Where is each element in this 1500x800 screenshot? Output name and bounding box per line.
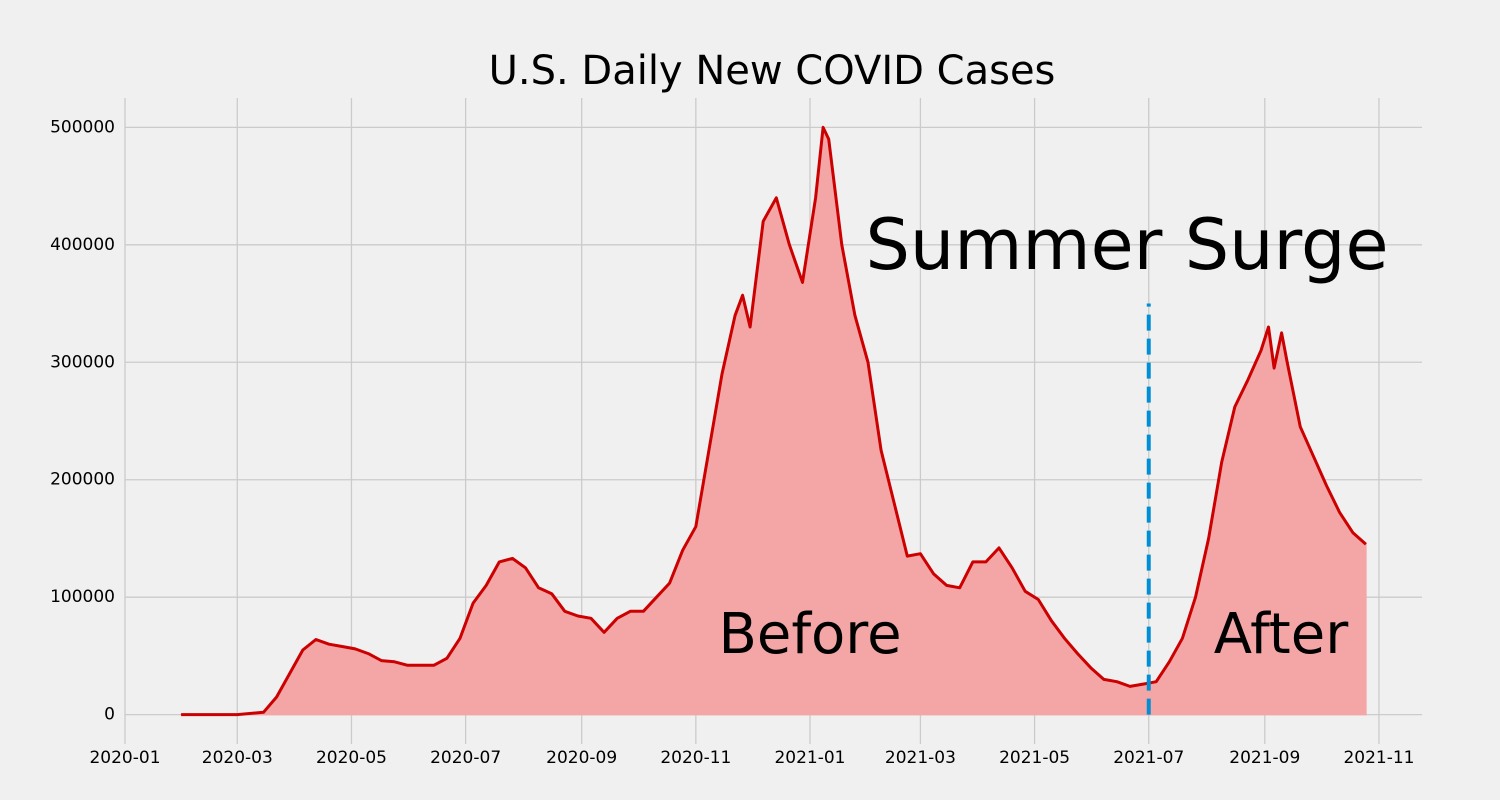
chart-title: U.S. Daily New COVID Cases [489,48,1056,94]
y-tick-label: 100000 [50,587,115,607]
x-tick-label: 2020-03 [202,748,273,768]
y-tick-label: 200000 [50,470,115,490]
y-tick-label: 300000 [50,352,115,372]
line [181,125,1367,717]
annotation: Before [718,602,901,667]
y-tick-label: 400000 [50,235,115,255]
x-tick-label: 2021-09 [1229,748,1300,768]
x-tick-label: 2021-01 [774,748,845,768]
x-tick-label: 2021-03 [885,748,956,768]
plot [180,124,1367,717]
x-tick-label: 2020-01 [89,748,160,768]
y-tick-label: 500000 [50,117,115,137]
x-tick-label: 2020-11 [660,748,731,768]
annotation: Summer Surge [865,204,1388,286]
y-tick-label: 0 [104,705,115,725]
x-tick-label: 2021-11 [1343,748,1414,768]
x-tick-label: 2020-09 [546,748,617,768]
x-tick-label: 2020-07 [430,748,501,768]
x-tick-label: 2020-05 [316,748,387,768]
annotation: After [1214,602,1349,667]
x-tick-label: 2021-07 [1113,748,1184,768]
x-tick-label: 2021-05 [999,748,1070,768]
